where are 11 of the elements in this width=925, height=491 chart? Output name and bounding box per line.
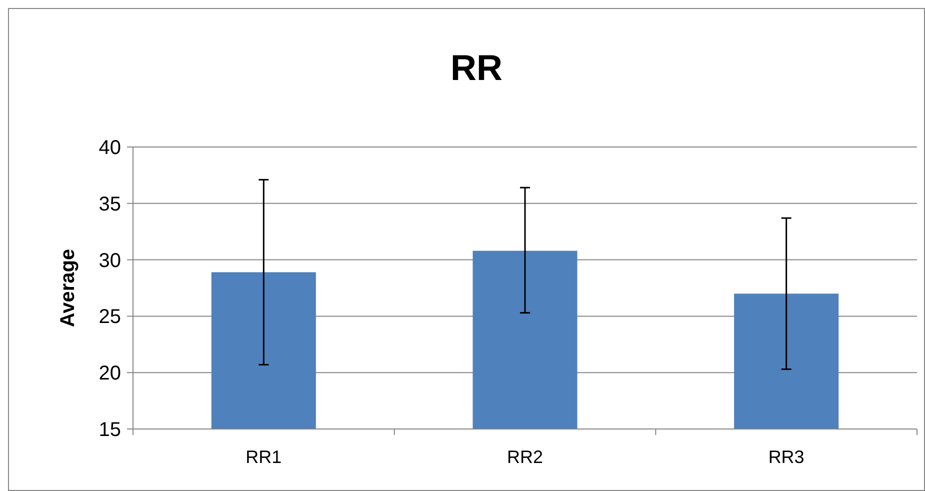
y-tick-label: 15 [98, 419, 121, 441]
y-tick-label: 30 [98, 250, 121, 272]
x-tick-label: RR1 [246, 447, 282, 467]
x-tick-label: RR2 [506, 447, 544, 467]
y-tick-label: 40 [98, 137, 121, 159]
chart-title: RR [450, 47, 502, 88]
x-tick-label: RR3 [768, 447, 804, 467]
y-axis-title: Average [57, 248, 79, 328]
y-tick-label: 20 [98, 362, 121, 385]
y-tick-label: 35 [98, 193, 121, 216]
y-tick-label: 25 [98, 306, 121, 328]
